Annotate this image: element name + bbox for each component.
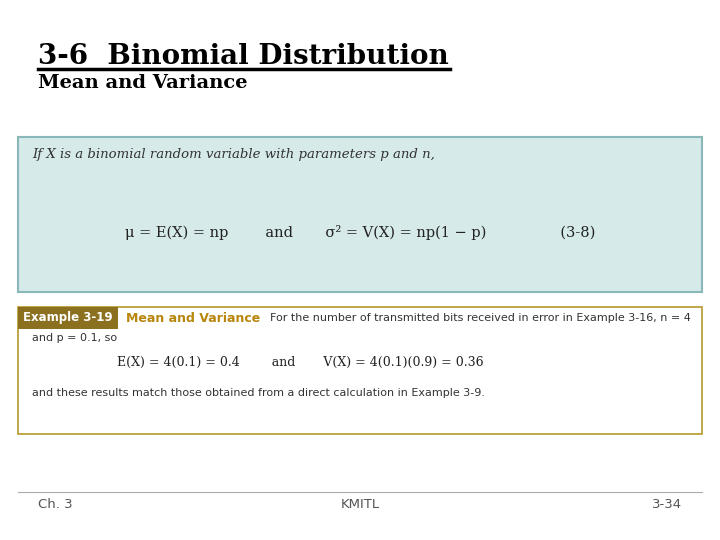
Bar bbox=[18, 137, 702, 292]
Text: Ch. 3: Ch. 3 bbox=[38, 497, 73, 510]
Text: If X is a binomial random variable with parameters p and n,: If X is a binomial random variable with … bbox=[32, 148, 435, 161]
Text: and p = 0.1, so: and p = 0.1, so bbox=[32, 333, 117, 343]
Text: μ = E(X) = np        and       σ² = V(X) = np(1 − p)                (3-8): μ = E(X) = np and σ² = V(X) = np(1 − p) … bbox=[125, 225, 595, 240]
Text: 3-6  Binomial Distribution: 3-6 Binomial Distribution bbox=[38, 43, 449, 70]
Text: Example 3-19: Example 3-19 bbox=[23, 312, 113, 325]
Text: KMITL: KMITL bbox=[341, 497, 379, 510]
Text: and these results match those obtained from a direct calculation in Example 3-9.: and these results match those obtained f… bbox=[32, 388, 485, 398]
Text: Mean and Variance: Mean and Variance bbox=[126, 312, 260, 325]
Text: E(X) = 4(0.1) = 0.4        and       V(X) = 4(0.1)(0.9) = 0.36: E(X) = 4(0.1) = 0.4 and V(X) = 4(0.1)(0.… bbox=[117, 355, 483, 368]
Text: Mean and Variance: Mean and Variance bbox=[38, 74, 248, 92]
Bar bbox=[18, 307, 118, 329]
Bar bbox=[18, 307, 702, 434]
Text: For the number of transmitted bits received in error in Example 3-16, n = 4: For the number of transmitted bits recei… bbox=[270, 313, 691, 323]
Text: 3-34: 3-34 bbox=[652, 497, 682, 510]
